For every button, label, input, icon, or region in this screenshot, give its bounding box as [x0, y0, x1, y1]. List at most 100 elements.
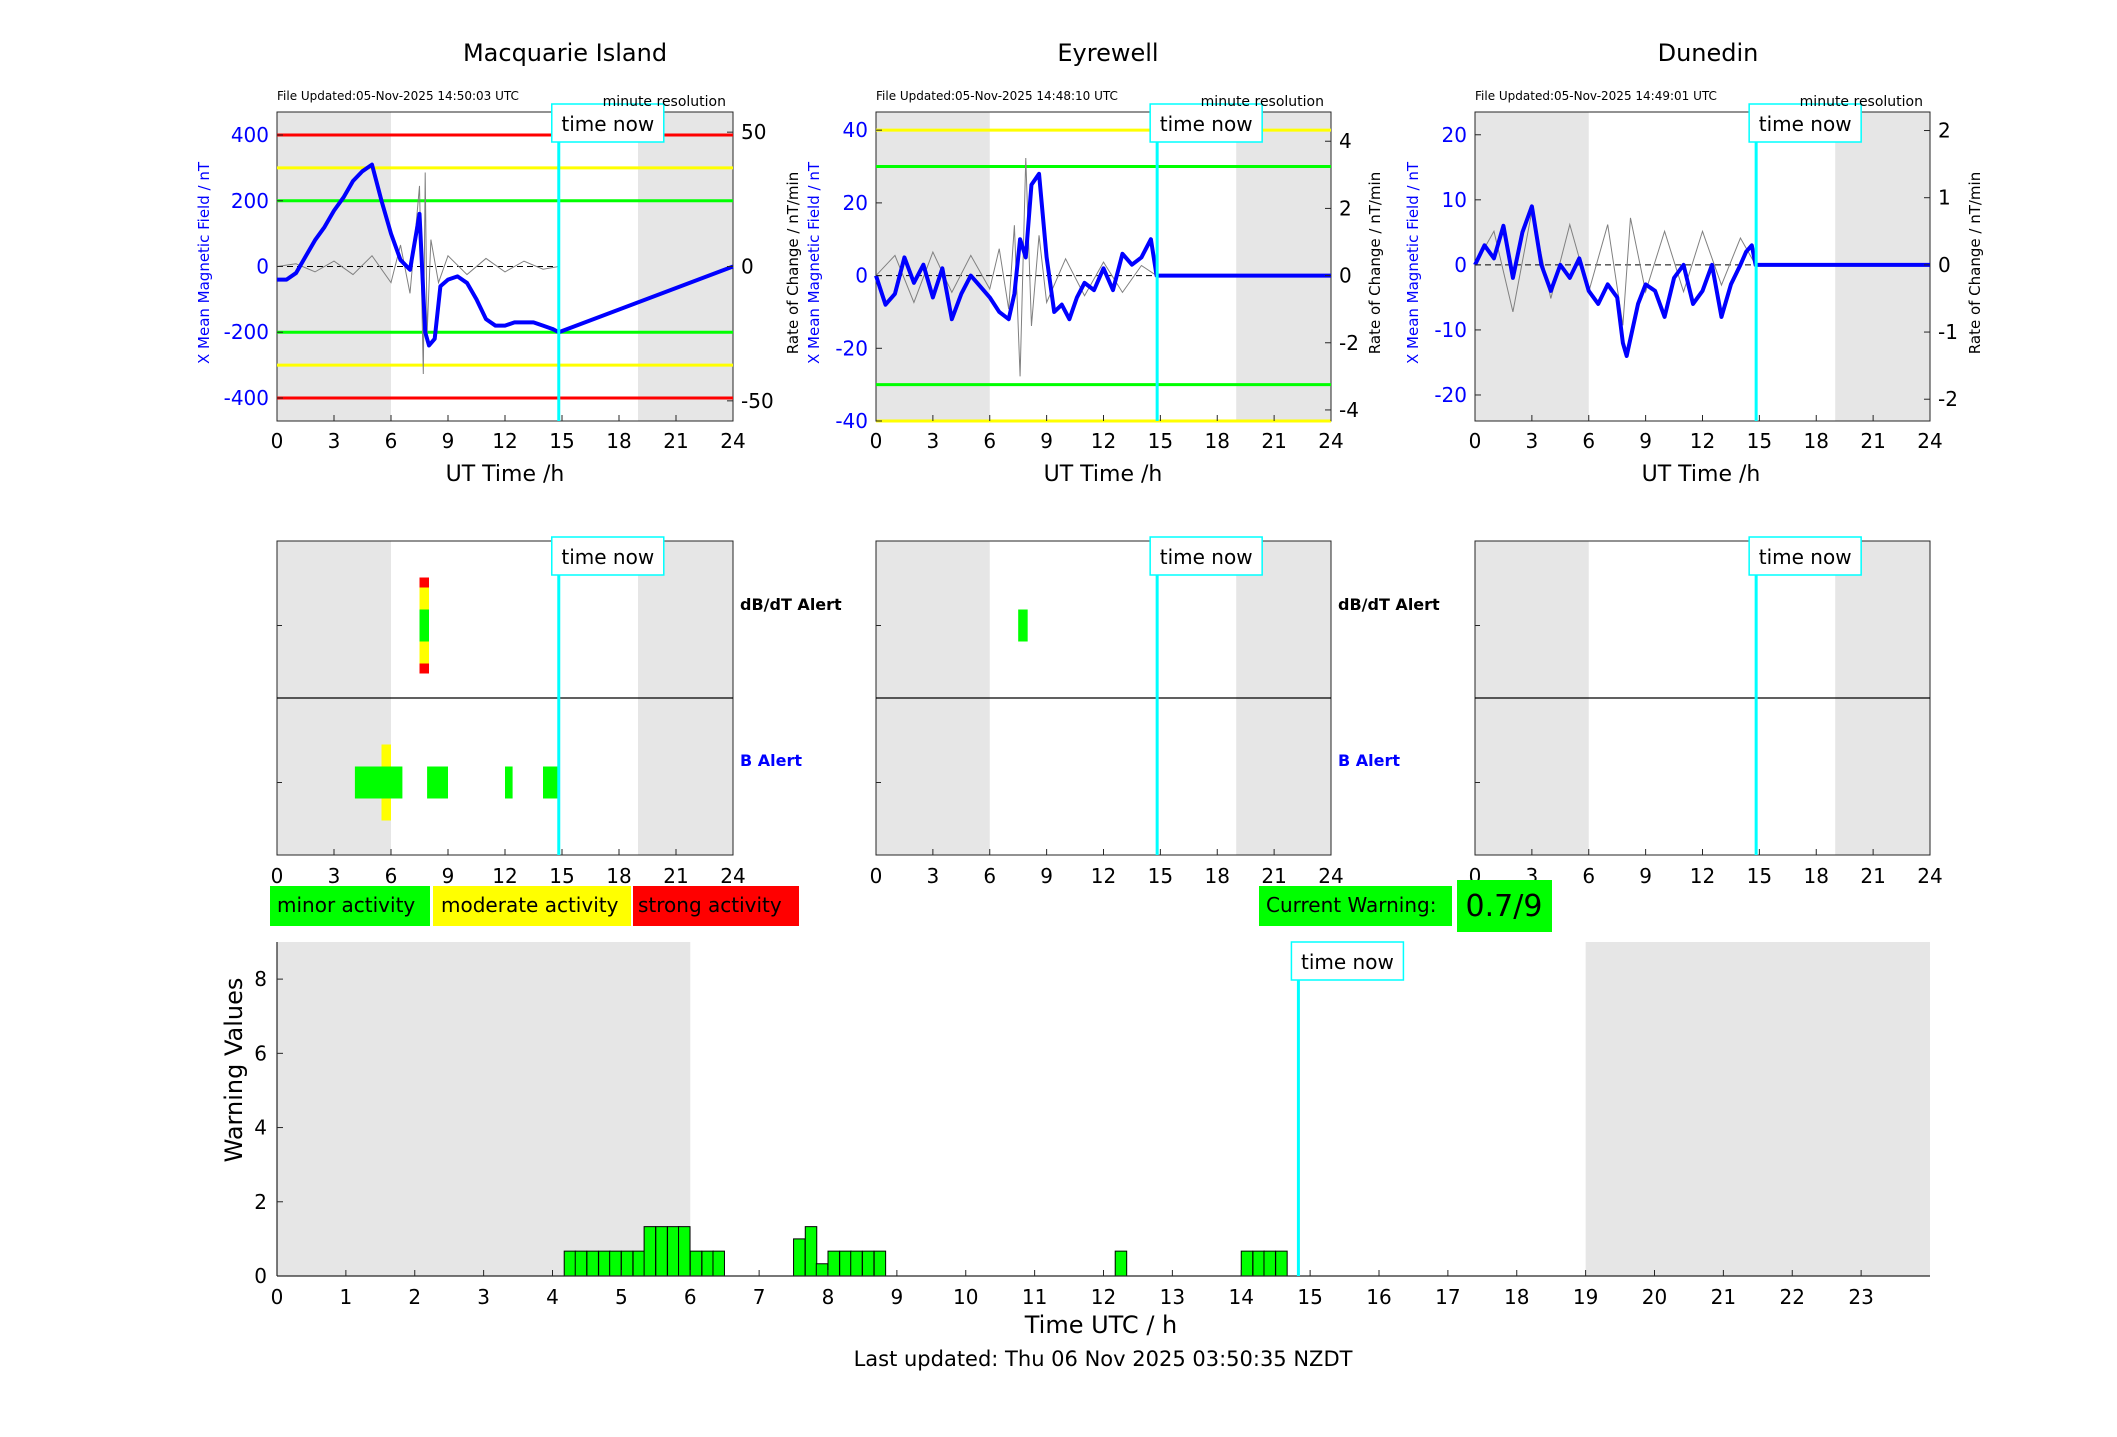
x-tick-label: 16: [1366, 1285, 1391, 1309]
last-updated: Last updated: Thu 06 Nov 2025 03:50:35 N…: [854, 1347, 1353, 1371]
station-panel-macquarie-island: -400 -200 0 200 400 -50 0 50 0 3 6 9 12 15 18 21 24 time …: [224, 103, 774, 453]
warning-bar: [850, 1250, 863, 1277]
x-tick-label: 24: [1318, 429, 1343, 453]
warning-xlabel: Time UTC / h: [1024, 1311, 1178, 1339]
dbdt-alert-label-eyrewell: dB/dT Alert: [1338, 595, 1440, 614]
warning-bar: [873, 1250, 887, 1277]
time-now-box: [551, 536, 665, 576]
x-tick-label: 15: [1297, 1285, 1322, 1309]
x-tick-label: 6: [385, 429, 398, 453]
x-tick-label: 21: [1860, 429, 1885, 453]
x-tick-label: 24: [1318, 864, 1343, 888]
x-tick-label: 18: [1205, 864, 1230, 888]
y-tick-label-right: 0: [1938, 253, 1951, 277]
dbdt-alert-minor: [1018, 609, 1028, 642]
x-tick-label: 0: [271, 1285, 284, 1309]
warning-bar: [632, 1250, 646, 1277]
y-tick-label-left: -20: [1434, 383, 1467, 407]
resolution-macquarie: minute resolution: [603, 94, 726, 110]
x-tick-label: 4: [546, 1285, 559, 1309]
resolution-eyrewell: minute resolution: [1201, 94, 1324, 110]
time-now-label: time now: [1301, 950, 1394, 974]
warning-bar: [804, 1226, 818, 1277]
ylabel-left-macquarie: X Mean Magnetic Field / nT: [195, 161, 213, 364]
time-now-label: time now: [561, 112, 654, 136]
x-tick-label: 18: [1205, 429, 1230, 453]
x-tick-label: 23: [1848, 1285, 1873, 1309]
y-tick-label-left: 400: [231, 123, 269, 147]
x-tick-label: 15: [549, 429, 574, 453]
xlabel-macquarie: UT Time /h: [446, 462, 565, 487]
station-title-dunedin: Dunedin: [1658, 39, 1759, 67]
x-tick-label: 18: [1804, 429, 1829, 453]
y-tick-label-right: 0: [1339, 264, 1352, 288]
x-tick-label: 5: [615, 1285, 628, 1309]
x-tick-label: 12: [1690, 864, 1715, 888]
b-alert-label-eyrewell: B Alert: [1338, 751, 1400, 770]
warning-bar: [839, 1250, 852, 1277]
time-now-box: [1748, 103, 1862, 143]
x-tick-label: 17: [1435, 1285, 1460, 1309]
x-tick-label: 8: [822, 1285, 835, 1309]
x-tick-label: 20: [1642, 1285, 1667, 1309]
x-tick-label: 3: [477, 1285, 490, 1309]
x-tick-label: 14: [1229, 1285, 1254, 1309]
file-updated-dunedin: File Updated:05-Nov-2025 14:49:01 UTC: [1475, 89, 1717, 103]
time-now-box: [1748, 536, 1862, 576]
x-tick-label: 9: [442, 429, 455, 453]
time-now-box: [551, 103, 665, 143]
x-tick-label: 10: [953, 1285, 978, 1309]
x-tick-label: 18: [1804, 864, 1829, 888]
file-updated-eyrewell: File Updated:05-Nov-2025 14:48:10 UTC: [876, 89, 1118, 103]
warning-bar: [712, 1250, 725, 1277]
y-tick-label-left: -40: [835, 409, 868, 433]
x-tick-label: 21: [1711, 1285, 1736, 1309]
shaded-night-0: [876, 112, 990, 421]
x-mean-field-series: [277, 162, 734, 348]
current-warning: Current Warning: 0.7/9: [1259, 880, 1552, 932]
x-tick-label: 9: [1639, 864, 1652, 888]
time-now-box: [1149, 103, 1263, 143]
x-tick-label: 18: [606, 864, 631, 888]
x-tick-label: 0: [271, 429, 284, 453]
time-now-label: time now: [1759, 112, 1852, 136]
file-updated-macquarie: File Updated:05-Nov-2025 14:50:03 UTC: [277, 89, 519, 103]
ylabel-right-eyrewell: Rate of Change / nT/min: [1366, 172, 1384, 354]
ylabel-right-dunedin: Rate of Change / nT/min: [1966, 172, 1984, 354]
y-tick-label-left: 40: [843, 118, 868, 142]
x-tick-label: 15: [1747, 429, 1772, 453]
x-tick-label: 19: [1573, 1285, 1598, 1309]
x-tick-label: 21: [1860, 864, 1885, 888]
x-tick-label: 1: [340, 1285, 353, 1309]
shaded-night-1: [1585, 942, 1930, 1276]
warning-bar: [1275, 1250, 1288, 1277]
x-tick-label: 21: [1261, 429, 1286, 453]
warning-bar: [678, 1226, 691, 1277]
x-tick-label: 24: [1917, 864, 1942, 888]
b-alert-minor: [505, 766, 513, 799]
y-tick-label-right: -2: [1339, 331, 1359, 355]
x-tick-label: 0: [870, 864, 883, 888]
x-tick-label: 6: [1582, 429, 1595, 453]
x-mean-field-series: [1473, 204, 1930, 358]
xlabel-eyrewell: UT Time /h: [1044, 462, 1163, 487]
x-tick-label: 12: [492, 864, 517, 888]
warning-bar: [793, 1238, 806, 1277]
x-tick-label: 15: [549, 864, 574, 888]
legend-strong-label: strong activity: [638, 893, 782, 917]
x-tick-label: 24: [1917, 429, 1942, 453]
time-now-box: [1149, 536, 1263, 576]
warning-bar: [655, 1226, 668, 1277]
x-tick-label: 6: [684, 1285, 697, 1309]
warning-bar: [643, 1226, 657, 1277]
x-tick-label: 3: [927, 429, 940, 453]
warning-ylabel: Warning Values: [220, 978, 248, 1163]
legend-moderate-label: moderate activity: [441, 893, 619, 917]
y-tick-label-left: 20: [1442, 123, 1467, 147]
y-tick-label-left: 0: [256, 255, 269, 279]
warning-bar: [620, 1250, 634, 1277]
